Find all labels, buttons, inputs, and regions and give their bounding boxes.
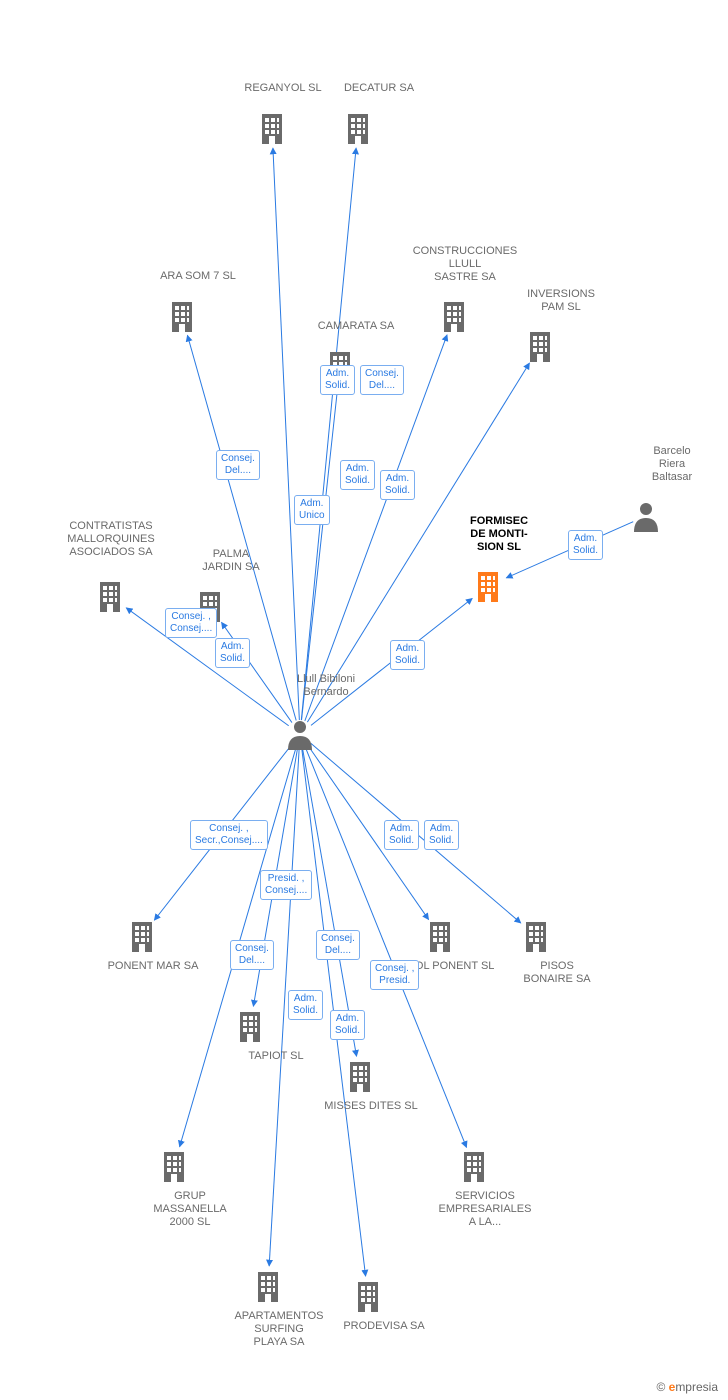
edges-layer (0, 0, 728, 1400)
building-icon-camarata (326, 350, 354, 382)
edge-llull-reganyol (273, 148, 299, 720)
edge-llull-tapiot (253, 748, 297, 1006)
edge-llull-pisos (311, 743, 521, 923)
building-icon-misses (346, 1060, 374, 1092)
building-icon-servicios (460, 1150, 488, 1182)
copyright-symbol: © (656, 1380, 665, 1394)
building-icon-reganyol (258, 112, 286, 144)
edge-llull-misses (302, 748, 356, 1057)
edge-llull-decatur (301, 148, 356, 720)
building-icon-contratistas (96, 580, 124, 612)
edge-llull-grup (180, 747, 296, 1146)
edge-llull-prodevisa (302, 748, 366, 1276)
edge-llull-formisec (311, 598, 472, 725)
edge-llull-palma (222, 622, 292, 722)
building-icon-construcciones (440, 300, 468, 332)
building-icon-pisos (522, 920, 550, 952)
edge-llull-construcciones (305, 335, 447, 721)
edge-barcelo-formisec (506, 522, 633, 578)
brand-rest: mpresia (675, 1380, 718, 1394)
building-icon-tapiot (236, 1010, 264, 1042)
building-icon-solponent (426, 920, 454, 952)
edge-llull-arasom (187, 335, 296, 720)
building-icon-prodevisa (354, 1280, 382, 1312)
footer-credit: © empresia (656, 1380, 718, 1394)
person-icon-barcelo (632, 500, 660, 532)
edge-llull-solponent (308, 746, 429, 920)
building-icon-palma (196, 590, 224, 622)
edge-llull-camarata (302, 386, 338, 720)
person-icon-llull (286, 718, 314, 750)
building-icon-ponent (128, 920, 156, 952)
building-icon-arasom (168, 300, 196, 332)
building-icon-inversions (526, 330, 554, 362)
building-icon-decatur (344, 112, 372, 144)
building-icon-apartamentos (254, 1270, 282, 1302)
building-icon-formisec (474, 570, 502, 602)
edge-llull-contratistas (126, 608, 288, 726)
edge-llull-inversions (307, 363, 529, 722)
building-icon-grup (160, 1150, 188, 1182)
